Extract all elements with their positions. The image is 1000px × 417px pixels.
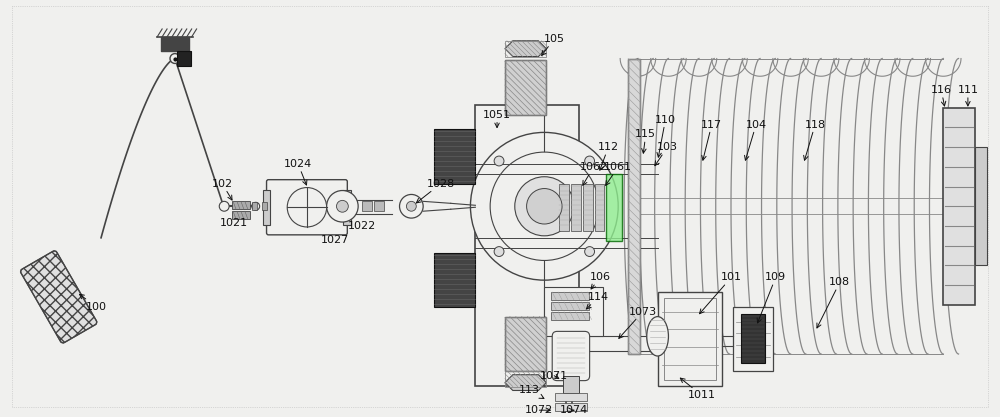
Bar <box>252 202 257 210</box>
Text: 110: 110 <box>655 115 676 157</box>
Bar <box>733 307 773 371</box>
Bar <box>559 183 569 231</box>
Bar <box>343 190 351 225</box>
Text: 103: 103 <box>655 142 678 166</box>
Circle shape <box>470 133 618 280</box>
Bar <box>606 174 622 241</box>
Bar <box>505 60 546 115</box>
FancyBboxPatch shape <box>21 251 97 343</box>
Text: 1011: 1011 <box>680 378 716 400</box>
Text: 107: 107 <box>0 416 1 417</box>
Text: 117: 117 <box>701 120 722 160</box>
Bar <box>434 253 475 307</box>
FancyBboxPatch shape <box>552 332 590 381</box>
Bar <box>563 376 579 393</box>
Bar <box>628 58 640 354</box>
Bar <box>551 302 589 310</box>
Bar <box>374 201 384 211</box>
Bar <box>571 183 581 231</box>
Circle shape <box>336 200 348 212</box>
Polygon shape <box>505 41 546 57</box>
Circle shape <box>585 156 595 166</box>
Bar <box>262 202 267 210</box>
Polygon shape <box>505 375 546 390</box>
Text: 118: 118 <box>804 120 826 160</box>
Text: 1021: 1021 <box>220 218 248 228</box>
Circle shape <box>527 188 562 224</box>
Text: 1071: 1071 <box>540 371 568 381</box>
Circle shape <box>515 177 574 236</box>
Circle shape <box>406 201 416 211</box>
Bar <box>943 108 975 305</box>
Circle shape <box>252 202 260 210</box>
Text: 106: 106 <box>590 272 611 289</box>
Text: 1024: 1024 <box>284 159 312 185</box>
Text: 109: 109 <box>757 272 786 323</box>
Bar <box>505 41 546 57</box>
Circle shape <box>563 411 575 417</box>
Text: 1061: 1061 <box>604 162 632 185</box>
Text: 116: 116 <box>931 85 952 106</box>
Circle shape <box>327 191 358 222</box>
Circle shape <box>170 54 180 63</box>
Bar <box>505 60 546 115</box>
Circle shape <box>494 156 504 166</box>
Circle shape <box>585 246 595 256</box>
Bar <box>505 317 546 371</box>
Ellipse shape <box>647 317 668 356</box>
Text: 111: 111 <box>957 85 978 106</box>
Circle shape <box>490 152 599 261</box>
Bar <box>583 183 593 231</box>
Text: 1022: 1022 <box>348 221 376 231</box>
Bar <box>664 298 716 379</box>
Text: 102: 102 <box>212 178 233 200</box>
Bar <box>741 314 765 363</box>
Bar <box>628 58 640 354</box>
Text: 100: 100 <box>80 294 107 312</box>
Bar <box>263 190 270 225</box>
Circle shape <box>400 194 423 218</box>
Bar <box>362 201 372 211</box>
Text: 104: 104 <box>745 120 767 160</box>
Bar <box>505 317 546 371</box>
Text: 108: 108 <box>817 277 850 328</box>
Text: 1074: 1074 <box>560 405 588 415</box>
Bar <box>555 403 587 411</box>
Text: 1027: 1027 <box>320 235 349 245</box>
Bar <box>975 147 987 265</box>
Bar <box>551 311 589 319</box>
Bar <box>232 211 250 219</box>
Bar <box>177 50 191 66</box>
Bar <box>505 371 546 387</box>
Bar <box>475 105 579 386</box>
Text: 1028: 1028 <box>416 178 455 203</box>
Text: 1072: 1072 <box>525 405 554 415</box>
Text: 105: 105 <box>542 34 565 55</box>
Text: 1073: 1073 <box>619 306 657 338</box>
Text: 114: 114 <box>586 292 609 309</box>
Bar <box>595 183 604 231</box>
Text: 112: 112 <box>598 142 619 170</box>
Circle shape <box>494 246 504 256</box>
Bar <box>551 292 589 300</box>
Text: 101: 101 <box>700 272 742 314</box>
Text: 113: 113 <box>519 385 544 399</box>
Text: 1062: 1062 <box>580 162 608 185</box>
Circle shape <box>219 201 229 211</box>
FancyBboxPatch shape <box>267 180 347 235</box>
Bar <box>555 393 587 401</box>
Text: 115: 115 <box>635 129 656 153</box>
Circle shape <box>287 188 327 227</box>
Bar <box>232 201 250 209</box>
Bar <box>544 287 603 336</box>
Bar <box>658 292 722 386</box>
Bar <box>434 129 475 183</box>
Text: 1051: 1051 <box>483 110 511 128</box>
